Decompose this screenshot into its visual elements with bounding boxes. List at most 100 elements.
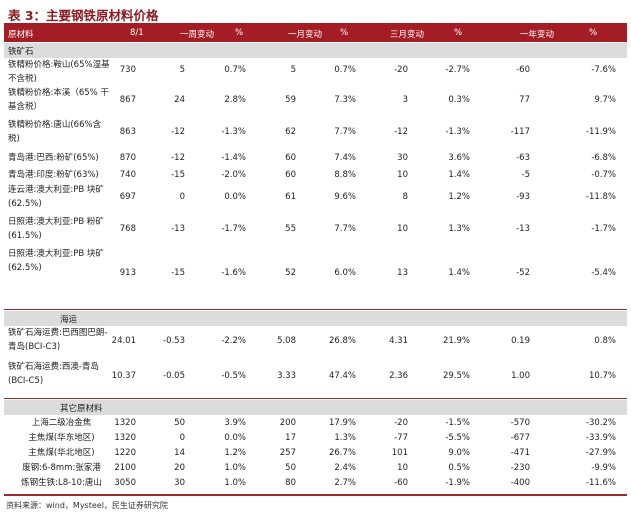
table-cell: 29.5% bbox=[442, 371, 470, 381]
table-cell: -0.05 bbox=[163, 371, 185, 381]
table-row: 日照港:澳大利亚:PB 粉矿(61.5%) 768 -13 -1.7% 55 7.7% 10… bbox=[4, 215, 627, 247]
source-note: 资料来源：wind，Mysteel，民生证券研究院 bbox=[6, 501, 168, 510]
row-label: 铁精粉价格:鞍山(65%湿基不含税) bbox=[8, 60, 110, 84]
table-cell: 7.7% bbox=[334, 127, 356, 137]
table-row: 炼钢生铁:L8-10:唐山 3050 30 1.0% 80 2.7% -60 -1.9% -40… bbox=[4, 475, 627, 491]
table-cell: 1220 bbox=[114, 447, 136, 458]
table-cell: 3.6% bbox=[448, 153, 470, 163]
table-cell: 257 bbox=[279, 447, 296, 458]
section-header: 海运 bbox=[4, 311, 627, 326]
section-divider bbox=[4, 494, 627, 496]
table-cell: -11.8% bbox=[585, 192, 616, 202]
table-cell: 0.0% bbox=[224, 192, 246, 202]
table-cell: 1.4% bbox=[448, 169, 470, 180]
table-cell: -0.53 bbox=[163, 336, 185, 346]
table-cell: 24 bbox=[174, 95, 185, 105]
table-row: 铁精粉价格:唐山(66%含税) 863 -12 -1.3% 62 7.7% -12 -1.3%… bbox=[4, 118, 627, 150]
table-cell: 55 bbox=[285, 224, 296, 234]
table-cell: 3050 bbox=[114, 478, 136, 488]
col-header-week-change: 一周变动 bbox=[180, 30, 215, 40]
table-cell: 10.37 bbox=[111, 371, 136, 381]
table-cell: -15 bbox=[171, 169, 185, 180]
table-cell: -1.5% bbox=[445, 417, 470, 428]
table-cell: 863 bbox=[119, 127, 136, 137]
table-cell: 30 bbox=[174, 478, 185, 488]
table-cell: 867 bbox=[119, 95, 136, 105]
table-cell: -400 bbox=[510, 478, 530, 488]
table-row: 废钢:6-8mm:张家港 2100 20 1.0% 50 2.4% 10 0.5% -230 -9… bbox=[4, 460, 627, 475]
table-cell: 0.19 bbox=[511, 336, 530, 346]
table-cell: -15 bbox=[171, 268, 185, 278]
table-cell: -60 bbox=[516, 65, 530, 75]
table-cell: 3 bbox=[402, 95, 408, 105]
table-cell: -1.7% bbox=[221, 224, 246, 234]
table-cell: 77 bbox=[519, 95, 530, 105]
table-cell: -1.3% bbox=[445, 127, 470, 137]
table-cell: 0.0% bbox=[224, 432, 246, 443]
section-divider bbox=[4, 309, 627, 310]
table-cell: 1320 bbox=[114, 432, 136, 443]
row-label: 青岛港:巴西:粉矿(65%) bbox=[8, 153, 99, 163]
table-cell: 10 bbox=[397, 224, 408, 234]
table-cell: -5.4% bbox=[591, 268, 616, 278]
table-cell: 2.8% bbox=[224, 95, 246, 105]
col-header-month-pct: % bbox=[340, 28, 349, 38]
table-cell: 0 bbox=[179, 192, 185, 202]
row-label: 青岛港:印度:粉矿(63%) bbox=[8, 169, 99, 180]
table-cell: 2.7% bbox=[334, 478, 356, 488]
table-cell: 4.31 bbox=[389, 336, 408, 346]
table-cell: 1.3% bbox=[334, 432, 356, 443]
table-cell: -60 bbox=[394, 478, 408, 488]
table-row: 主焦煤(华北地区) 1220 14 1.2% 257 26.7% 101 9.0% -471 -2… bbox=[4, 445, 627, 460]
table-cell: -93 bbox=[516, 192, 530, 202]
row-label: 日照港:澳大利亚:PB 块矿(62.5%) bbox=[8, 249, 104, 273]
row-label: 连云港:澳大利亚:PB 块矿(62.5%) bbox=[8, 185, 104, 209]
table-title: 表 3：主要钢铁原材料价格 bbox=[8, 8, 159, 23]
table-cell: 59 bbox=[285, 95, 296, 105]
table-row: 青岛港:印度:粉矿(63%) 740 -15 -2.0% 60 8.8% 10 1.4% -5 -… bbox=[4, 166, 627, 183]
table-cell: 7.4% bbox=[334, 153, 356, 163]
table-cell: 8 bbox=[402, 192, 408, 202]
table-cell: -11.9% bbox=[585, 127, 616, 137]
table-cell: 26.7% bbox=[328, 447, 356, 458]
table-cell: 740 bbox=[119, 169, 136, 180]
row-label: 主焦煤(华东地区) bbox=[28, 432, 95, 443]
row-label: 主焦煤(华北地区) bbox=[28, 447, 95, 458]
table-cell: -30.2% bbox=[585, 417, 616, 428]
table-cell: -12 bbox=[171, 153, 185, 163]
table-cell: 20 bbox=[174, 462, 185, 473]
table-row: 上海二级冶金焦 1320 50 3.9% 200 17.9% -20 -1.5% -570 -30… bbox=[4, 415, 627, 430]
table-cell: 10 bbox=[397, 169, 408, 180]
table-cell: -0.7% bbox=[591, 169, 616, 180]
col-header-3month-pct: % bbox=[454, 28, 463, 38]
table-cell: 5.08 bbox=[277, 336, 296, 346]
table-cell: 730 bbox=[119, 65, 136, 75]
table-cell: -117 bbox=[510, 127, 530, 137]
table-cell: 21.9% bbox=[442, 336, 470, 346]
table-cell: -12 bbox=[394, 127, 408, 137]
table-cell: 62 bbox=[285, 127, 296, 137]
table-cell: 1.2% bbox=[224, 447, 246, 458]
table-cell: -2.0% bbox=[221, 169, 246, 180]
table-row: 青岛港:巴西:粉矿(65%) 870 -12 -1.4% 60 7.4% 30 3.6% -63… bbox=[4, 150, 627, 166]
table-cell: -1.9% bbox=[445, 478, 470, 488]
section-header: 其它原材料 bbox=[4, 400, 627, 415]
section-divider bbox=[4, 398, 627, 399]
row-label: 日照港:澳大利亚:PB 粉矿(61.5%) bbox=[8, 217, 104, 241]
table-cell: 17.9% bbox=[328, 417, 356, 428]
table-row: 铁精粉价格:鞍山(65%湿基不含税) 730 5 0.7% 5 0.7% -20 -2.7% -… bbox=[4, 58, 627, 86]
table-cell: -20 bbox=[394, 417, 408, 428]
table-cell: 0.3% bbox=[448, 95, 470, 105]
table-cell: -570 bbox=[510, 417, 530, 428]
table-cell: 2.36 bbox=[389, 371, 408, 381]
table-row: 主焦煤(华东地区) 1320 0 0.0% 17 1.3% -77 -5.5% -677 -33.… bbox=[4, 430, 627, 445]
table-cell: 0.7% bbox=[224, 65, 246, 75]
table-cell: 52 bbox=[285, 268, 296, 278]
table-cell: -7.6% bbox=[591, 65, 616, 75]
table-cell: -1.7% bbox=[591, 224, 616, 234]
table-cell: 13 bbox=[397, 268, 408, 278]
table-cell: -13 bbox=[516, 224, 530, 234]
table-row: 铁矿石海运费:巴西图巴朗-青岛(BCI-C3) 24.01 -0.53 -2.2% 5.… bbox=[4, 326, 627, 360]
table-cell: 0 bbox=[179, 432, 185, 443]
row-label: 铁精粉价格:本溪（65% 干基含税） bbox=[8, 88, 109, 112]
